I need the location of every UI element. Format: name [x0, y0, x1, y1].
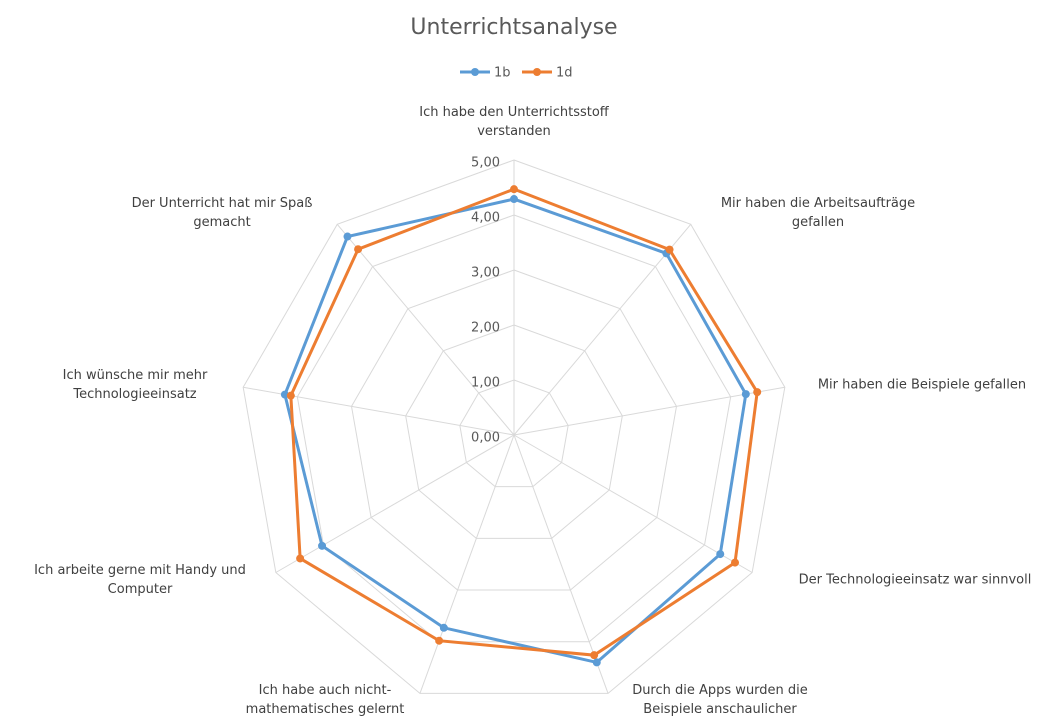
data-point	[343, 232, 352, 241]
data-point	[753, 388, 762, 397]
spoke	[513, 434, 609, 694]
grid-ring	[459, 379, 569, 488]
data-point	[510, 185, 518, 194]
legend-label: 1b	[494, 66, 511, 81]
category-label: Ich habe auch nicht-mathematisches geler…	[245, 683, 405, 717]
data-point	[741, 390, 750, 399]
data-point	[439, 623, 448, 632]
data-point	[286, 391, 295, 400]
y-tick-label: 4,00	[471, 211, 500, 226]
spoke	[275, 434, 515, 573]
spoke	[336, 224, 515, 436]
y-tick-label: 5,00	[471, 156, 500, 171]
series-line	[283, 197, 748, 665]
spoke	[513, 434, 753, 573]
y-tick-label: 3,00	[471, 266, 500, 281]
spoke	[513, 386, 785, 436]
grid-ring	[405, 324, 623, 539]
grid-ring	[296, 214, 732, 643]
category-label: Mir haben die Beispiele gefallen	[817, 377, 1027, 393]
data-point	[280, 390, 289, 399]
category-label: Durch die Apps wurden die Beispiele ansc…	[632, 683, 808, 717]
category-label: Mir haben die Arbeitsaufträge gefallen	[720, 196, 916, 230]
data-point	[731, 558, 740, 567]
grid-ring	[350, 269, 678, 591]
data-point	[510, 195, 518, 204]
data-point	[354, 245, 363, 254]
legend-marker	[533, 68, 541, 76]
legend-marker	[471, 68, 479, 76]
y-tick-label: 2,00	[471, 321, 500, 336]
y-tick-label: 0,00	[471, 431, 500, 446]
spoke	[419, 434, 515, 694]
category-label: Der Technologieeinsatz war sinnvoll	[798, 572, 1032, 588]
grid-ring	[242, 159, 786, 694]
category-label: Ich wünsche mir mehr Technologieeinsatz	[62, 368, 208, 402]
category-label: Der Unterricht hat mir Spaß gemacht	[131, 196, 313, 230]
series-line	[289, 187, 759, 657]
data-point	[716, 550, 725, 559]
y-tick-label: 1,00	[471, 376, 500, 391]
legend-label: 1d	[556, 66, 573, 81]
data-point	[296, 554, 305, 563]
spoke	[513, 224, 692, 436]
data-point	[590, 651, 599, 660]
data-point	[592, 658, 601, 667]
data-point	[435, 636, 444, 645]
chart-title: Unterrichtsanalyse	[410, 15, 617, 40]
category-label: Ich habe den Unterrichtsstoff verstanden	[419, 105, 609, 139]
category-label: Ich arbeite gerne mit Handy und Computer	[34, 563, 246, 597]
data-point	[665, 245, 674, 254]
data-point	[318, 541, 327, 550]
